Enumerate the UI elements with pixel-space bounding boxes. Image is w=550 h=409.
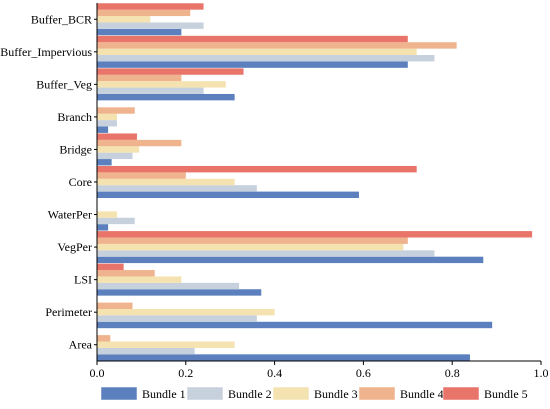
- bar-vegper-bundle-3: [97, 243, 404, 251]
- bar-core-bundle-4: [97, 172, 186, 179]
- bar-area-bundle-1: [97, 354, 470, 361]
- bar-perimeter-bundle-4: [97, 302, 133, 309]
- bar-area-bundle-3: [97, 341, 235, 348]
- bar-buffer-veg-bundle-3: [97, 81, 226, 88]
- y-tick-label: LSI: [74, 273, 92, 287]
- bar-waterper-bundle-2: [97, 217, 135, 225]
- legend-label: Bundle 4: [400, 387, 444, 401]
- bar-lsi-bundle-1: [97, 289, 262, 296]
- bar-lsi-bundle-3: [97, 276, 182, 283]
- bar-core-bundle-3: [97, 178, 235, 186]
- bar-branch-bundle-4: [97, 107, 135, 114]
- bar-buffer-veg-bundle-2: [97, 87, 204, 94]
- bar-buffer-impervious-bundle-4: [97, 42, 457, 49]
- bar-bridge-bundle-1: [97, 159, 112, 166]
- bar-bridge-bundle-2: [97, 152, 133, 160]
- bar-bridge-bundle-3: [97, 146, 140, 153]
- bar-area-bundle-4: [97, 335, 111, 342]
- bar-core-bundle-5: [97, 166, 417, 173]
- legend-swatch-bundle-3: [272, 386, 310, 401]
- bar-perimeter-bundle-2: [97, 315, 257, 322]
- bar-vegper-bundle-4: [97, 237, 408, 244]
- x-tick-label: 1.0: [534, 366, 549, 380]
- x-tick-label: 0.6: [356, 366, 371, 380]
- bar-perimeter-bundle-1: [97, 321, 493, 329]
- bar-buffer-bcr-bundle-3: [97, 16, 151, 23]
- bar-buffer-veg-bundle-5: [97, 68, 244, 75]
- bar-buffer-bcr-bundle-4: [97, 9, 191, 17]
- bar-lsi-bundle-2: [97, 282, 240, 290]
- bar-lsi-bundle-4: [97, 270, 155, 277]
- legend-label: Bundle 5: [484, 387, 528, 401]
- bar-buffer-bcr-bundle-1: [97, 28, 182, 36]
- legend-label: Bundle 1: [142, 387, 186, 401]
- bar-perimeter-bundle-3: [97, 308, 275, 316]
- x-tick-label: 0.4: [267, 366, 282, 380]
- bar-buffer-bcr-bundle-2: [97, 22, 204, 29]
- y-tick-label: VegPer: [57, 240, 92, 254]
- bar-branch-bundle-2: [97, 120, 117, 127]
- bar-buffer-veg-bundle-1: [97, 93, 235, 101]
- bar-branch-bundle-3: [97, 113, 117, 121]
- x-tick-label: 0.0: [90, 366, 105, 380]
- y-tick-label: Branch: [57, 110, 92, 124]
- bar-area-bundle-2: [97, 347, 195, 355]
- x-tick-label: 0.2: [178, 366, 193, 380]
- legend-swatch-bundle-1: [100, 386, 138, 401]
- y-tick-label: Core: [69, 175, 92, 189]
- bar-waterper-bundle-1: [97, 224, 109, 231]
- bar-vegper-bundle-5: [97, 231, 533, 238]
- y-tick-label: Bridge: [59, 142, 92, 156]
- bar-buffer-impervious-bundle-1: [97, 61, 408, 68]
- y-tick-label: Buffer_BCR: [31, 12, 92, 26]
- bar-buffer-bcr-bundle-5: [97, 3, 204, 10]
- y-tick-label: WaterPer: [48, 208, 92, 222]
- y-tick-label: Buffer_Impervious: [0, 45, 92, 59]
- bar-core-bundle-2: [97, 185, 257, 192]
- legend-label: Bundle 2: [228, 387, 272, 401]
- bar-buffer-impervious-bundle-3: [97, 48, 417, 56]
- legend-label: Bundle 3: [314, 387, 358, 401]
- bar-buffer-impervious-bundle-5: [97, 35, 408, 43]
- legend-swatch-bundle-2: [186, 386, 224, 401]
- bar-buffer-impervious-bundle-2: [97, 55, 435, 62]
- bar-waterper-bundle-3: [97, 211, 117, 218]
- legend-swatch-bundle-4: [358, 386, 396, 401]
- y-tick-label: Area: [69, 338, 93, 352]
- bar-buffer-veg-bundle-4: [97, 74, 182, 82]
- bar-vegper-bundle-2: [97, 250, 435, 257]
- bar-core-bundle-1: [97, 191, 359, 198]
- bar-vegper-bundle-1: [97, 256, 484, 264]
- x-tick-label: 0.8: [445, 366, 460, 380]
- y-tick-label: Buffer_Veg: [36, 77, 92, 91]
- bar-branch-bundle-1: [97, 126, 109, 133]
- bar-bridge-bundle-4: [97, 139, 182, 147]
- legend-swatch-bundle-5: [442, 386, 480, 401]
- bar-lsi-bundle-5: [97, 263, 124, 271]
- y-tick-label: Perimeter: [45, 305, 92, 319]
- bar-bridge-bundle-5: [97, 133, 137, 140]
